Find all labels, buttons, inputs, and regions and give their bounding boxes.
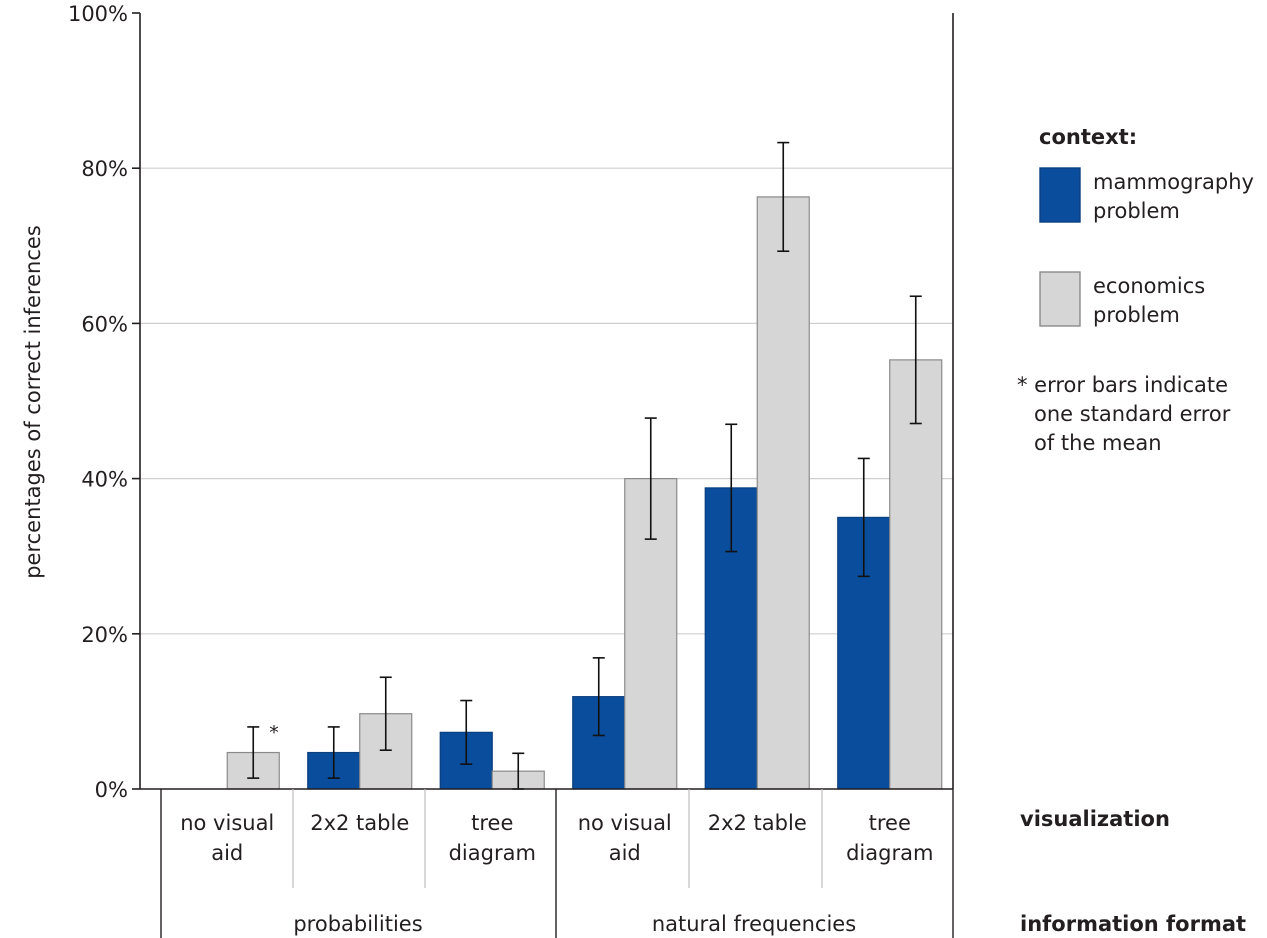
category-label: tree [869,811,911,835]
error-bar-0-1 [327,726,340,779]
error-bar-0-2 [460,699,473,765]
legend-entry-label: economics [1093,274,1205,298]
y-tick-label: 60% [81,312,128,336]
y-tick-label: 100% [68,2,128,26]
legend-title: context: [1039,125,1137,149]
error-bar-0-3 [592,657,605,737]
legend-entry-label: problem [1093,199,1180,223]
y-tick-label: 0% [95,778,128,802]
bar-economics-4 [756,196,810,790]
visualization-row-label: visualization [1020,807,1170,831]
legend-note: one standard error [1034,402,1231,426]
gridlines [140,167,953,635]
row-labels: visualization information format [1020,807,1246,936]
group-label: natural frequencies [652,912,856,936]
category-label: 2x2 table [708,811,807,835]
legend-note: * error bars indicate [1017,373,1228,397]
error-bar-1-4 [777,141,790,253]
error-bar-1-5 [909,295,922,425]
error-bar-annotation: * [269,722,279,744]
legend-swatch [1039,271,1081,327]
y-tick-label: 80% [81,157,128,181]
error-bar-1-3 [644,417,657,540]
category-label: tree [471,811,513,835]
legend-entry-label: problem [1093,303,1180,327]
axes [132,12,954,938]
error-bar-0-5 [857,457,870,578]
category-label: diagram [846,841,933,865]
error-bar-0-4 [725,423,738,553]
category-label: diagram [449,841,536,865]
y-axis-title: percentages of correct inferences [21,225,45,579]
information-format-row-label: information format [1020,912,1246,936]
legend: context: mammography problem economics prob… [1017,125,1254,455]
category-label: aid [211,841,243,865]
error-bars: * [247,141,922,790]
category-label: no visual [180,811,274,835]
y-tick-label: 20% [81,623,128,647]
category-label: 2x2 table [310,811,409,835]
error-bar-1-0: * [247,722,279,779]
error-bar-1-1 [379,676,392,752]
legend-note: of the mean [1034,431,1162,455]
y-tick-label: 40% [81,468,128,492]
legend-entry-label: mammography [1093,170,1254,194]
legend-swatch [1039,167,1081,223]
category-label: no visual [578,811,672,835]
bars [226,196,943,790]
y-tick-labels: 0% 20% 40% 60% 80% 100% [68,2,128,802]
category-label: aid [609,841,641,865]
category-labels: no visual aid 2x2 table tree diagram no visua… [180,811,933,936]
group-label: probabilities [293,912,422,936]
